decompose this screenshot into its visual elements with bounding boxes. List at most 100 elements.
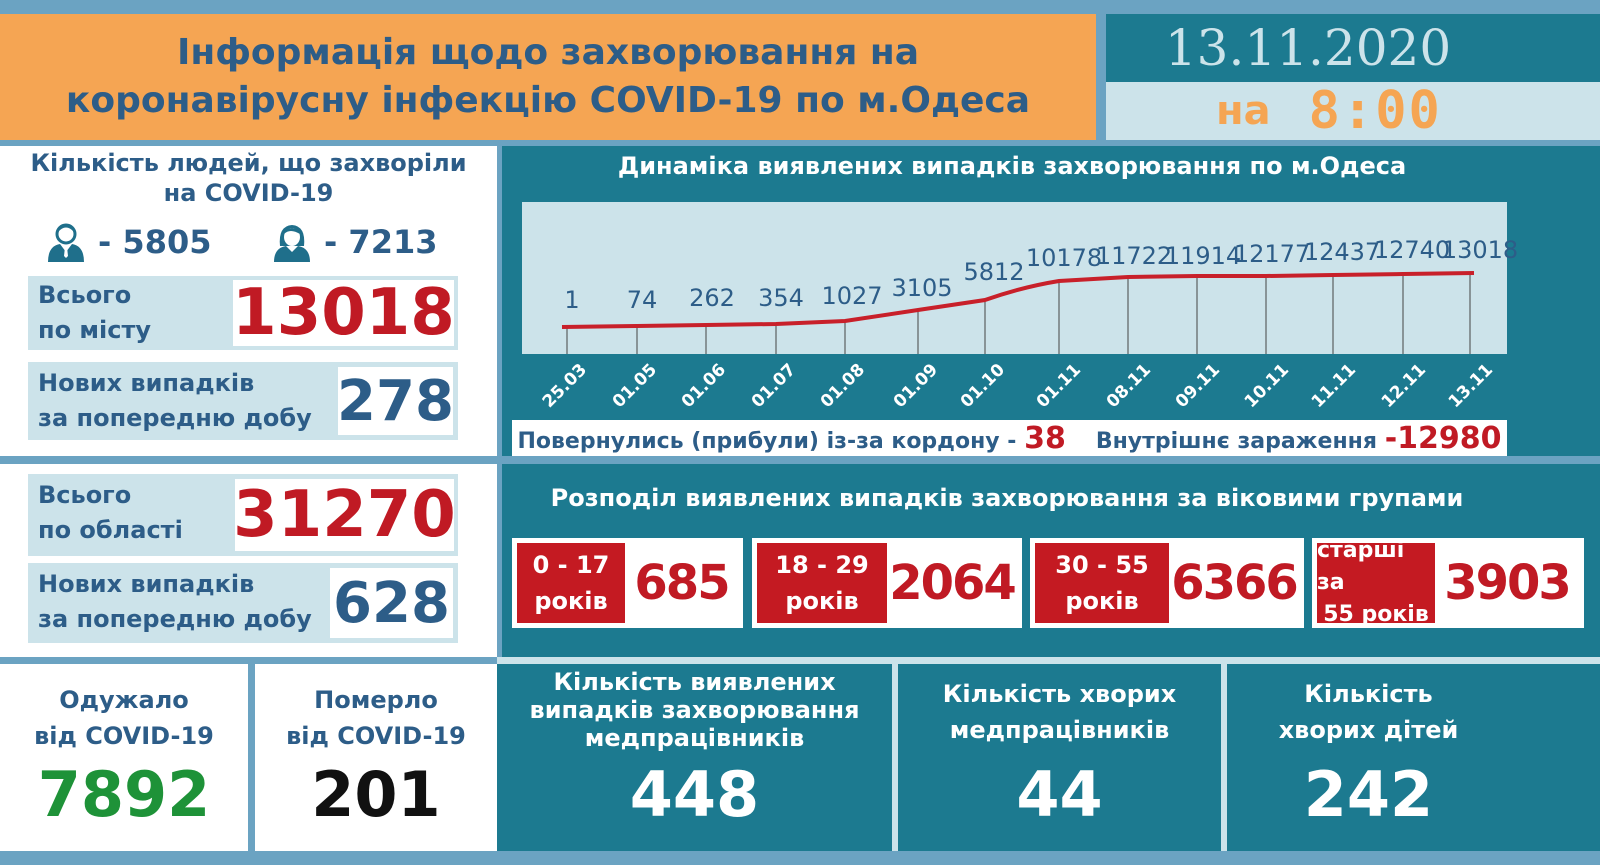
age-group-value: 2064 — [889, 555, 1017, 611]
point-label: 74 — [626, 286, 658, 314]
line-chart — [561, 271, 1475, 354]
city-new-label: Нових випадків за попередню добу — [38, 366, 312, 436]
internal-value: -12980 — [1384, 420, 1502, 456]
city-total-label: Всього по місту — [38, 278, 151, 348]
sick-title-line1: Кількість людей, що захворіли — [30, 149, 467, 177]
recovered-card: Одужало від COVID-19 7892 — [0, 664, 248, 851]
region-new-box: Нових випадків за попередню добу 628 — [28, 563, 458, 643]
chart-plot-area: 1 74 262 354 1027 3105 5812 10178 11722 … — [522, 202, 1518, 354]
header-title-line2: коронавірусну інфекцію COVID-19 по м.Оде… — [65, 80, 1031, 121]
region-total-value: 31270 — [233, 478, 456, 552]
region-new-value: 628 — [330, 568, 453, 638]
children-sick-label: Кількість хворих дітей — [1227, 676, 1600, 748]
age-group-card: старші за 55 років 3903 — [1312, 538, 1584, 628]
died-label: Померло від COVID-19 — [255, 682, 497, 754]
point-label: 1027 — [821, 282, 883, 310]
recovered-value: 7892 — [37, 758, 211, 831]
chart-title: Динаміка виявлених випадків захворювання… — [617, 152, 1407, 180]
region-total-box: Всього по області 31270 — [28, 474, 458, 556]
age-groups-title: Розподіл виявлених випадків захворювання… — [550, 484, 1464, 512]
point-label: 1 — [564, 286, 580, 314]
age-group-card: 30 - 55 років 6366 — [1030, 538, 1304, 628]
children-sick-value: 242 — [1303, 758, 1434, 831]
medics-detected-card: Кількість виявлених випадків захворюванн… — [497, 664, 892, 851]
label-line2: по місту — [38, 316, 152, 344]
age-group-card: 0 - 17 років 685 — [512, 538, 743, 628]
label-line2: від COVID-19 — [286, 722, 466, 750]
point-label: 3105 — [891, 274, 953, 302]
sick-title-line2: на COVID-19 — [163, 179, 334, 207]
medics-detected-label: Кількість виявлених випадків захворюванн… — [497, 668, 892, 752]
point-label: 12740 — [1373, 236, 1451, 264]
point-label: 354 — [758, 284, 804, 312]
abroad-label: Повернулись (прибули) із-за кордону - — [517, 428, 1017, 454]
city-total-box: Всього по місту 13018 — [28, 276, 458, 350]
age-group-value: 685 — [634, 555, 730, 611]
point-label: 12437 — [1303, 238, 1381, 266]
point-label: 11722 — [1095, 242, 1173, 270]
abroad-value: 38 — [1024, 420, 1066, 456]
internal-stat: Внутрішнє зараження -12980 — [1096, 421, 1502, 456]
report-time: на 8:00 — [1106, 81, 1600, 141]
age-group-card: 18 - 29 років 2064 — [752, 538, 1022, 628]
male-value: - 5805 — [98, 223, 212, 261]
time-value: 8:00 — [1308, 81, 1442, 141]
age-range: 30 - 55 — [1055, 551, 1149, 579]
age-unit: 55 років — [1323, 602, 1429, 627]
label-line1: Кількість хворих — [942, 680, 1177, 708]
medics-sick-value: 44 — [1016, 758, 1103, 831]
label-line1: Кількість виявлених — [553, 668, 836, 696]
sick-count-title: Кількість людей, що захворіли на COVID-1… — [0, 148, 497, 208]
point-label: 262 — [689, 284, 735, 312]
age-unit: років — [785, 587, 859, 615]
medics-sick-card: Кількість хворих медпрацівників 44 — [898, 664, 1221, 851]
medics-sick-label: Кількість хворих медпрацівників — [898, 676, 1221, 748]
divider — [497, 657, 1600, 664]
label-line1: Кількість — [1304, 680, 1433, 708]
abroad-stat: Повернулись (прибули) із-за кордону - 38 — [517, 421, 1065, 456]
report-date: 13.11.2020 — [1106, 14, 1600, 82]
children-sick-card: Кількість хворих дітей 242 — [1227, 664, 1600, 851]
label-line3: медпрацівників — [584, 724, 805, 752]
point-label: 11914 — [1164, 242, 1242, 270]
died-value: 201 — [311, 758, 441, 831]
label-line2: медпрацівників — [949, 716, 1170, 744]
cases-line — [561, 271, 1475, 329]
label-line1: Нових випадків — [38, 369, 255, 397]
age-group-value: 3903 — [1444, 555, 1572, 611]
time-prefix: на — [1216, 88, 1271, 134]
recovered-label: Одужало від COVID-19 — [0, 682, 248, 754]
male-count: - 5805 — [46, 222, 211, 262]
female-value: - 7213 — [324, 223, 438, 261]
label-line2: за попередню добу — [38, 404, 312, 432]
header-title-line1: Інформація щодо захворювання на — [176, 32, 920, 73]
divider — [892, 664, 898, 851]
point-label: 10178 — [1025, 244, 1103, 272]
age-unit: років — [1065, 587, 1139, 615]
region-total-label: Всього по області — [38, 478, 183, 548]
city-total-value: 13018 — [232, 276, 455, 350]
medics-detected-value: 448 — [629, 758, 760, 831]
age-group-value: 6366 — [1171, 555, 1299, 611]
age-range: 18 - 29 — [775, 551, 869, 579]
male-user-icon — [48, 223, 84, 262]
label-line1: Померло — [314, 686, 438, 714]
age-unit: років — [534, 587, 608, 615]
label-line2: по області — [38, 516, 183, 544]
divider — [1221, 664, 1227, 851]
infection-origin-bar: Повернулись (прибули) із-за кордону - 38… — [512, 420, 1507, 456]
label-line1: Всього — [38, 281, 132, 309]
internal-label: Внутрішнє зараження — [1095, 428, 1378, 454]
label-line1: Всього — [38, 481, 132, 509]
point-label: 12177 — [1233, 240, 1311, 268]
city-new-box: Нових випадків за попередню добу 278 — [28, 362, 458, 440]
label-line1: Нових випадків — [38, 570, 255, 598]
age-range-tag: старші за 55 років — [1317, 538, 1435, 627]
label-line2: хворих дітей — [1278, 716, 1459, 744]
region-new-label: Нових випадків за попередню добу — [38, 567, 312, 637]
age-range: старші за — [1317, 538, 1405, 595]
point-label: 5812 — [963, 258, 1025, 286]
age-range: 0 - 17 — [532, 551, 610, 579]
died-card: Померло від COVID-19 201 — [255, 664, 497, 851]
age-range-tag: 30 - 55 років — [1035, 543, 1169, 623]
